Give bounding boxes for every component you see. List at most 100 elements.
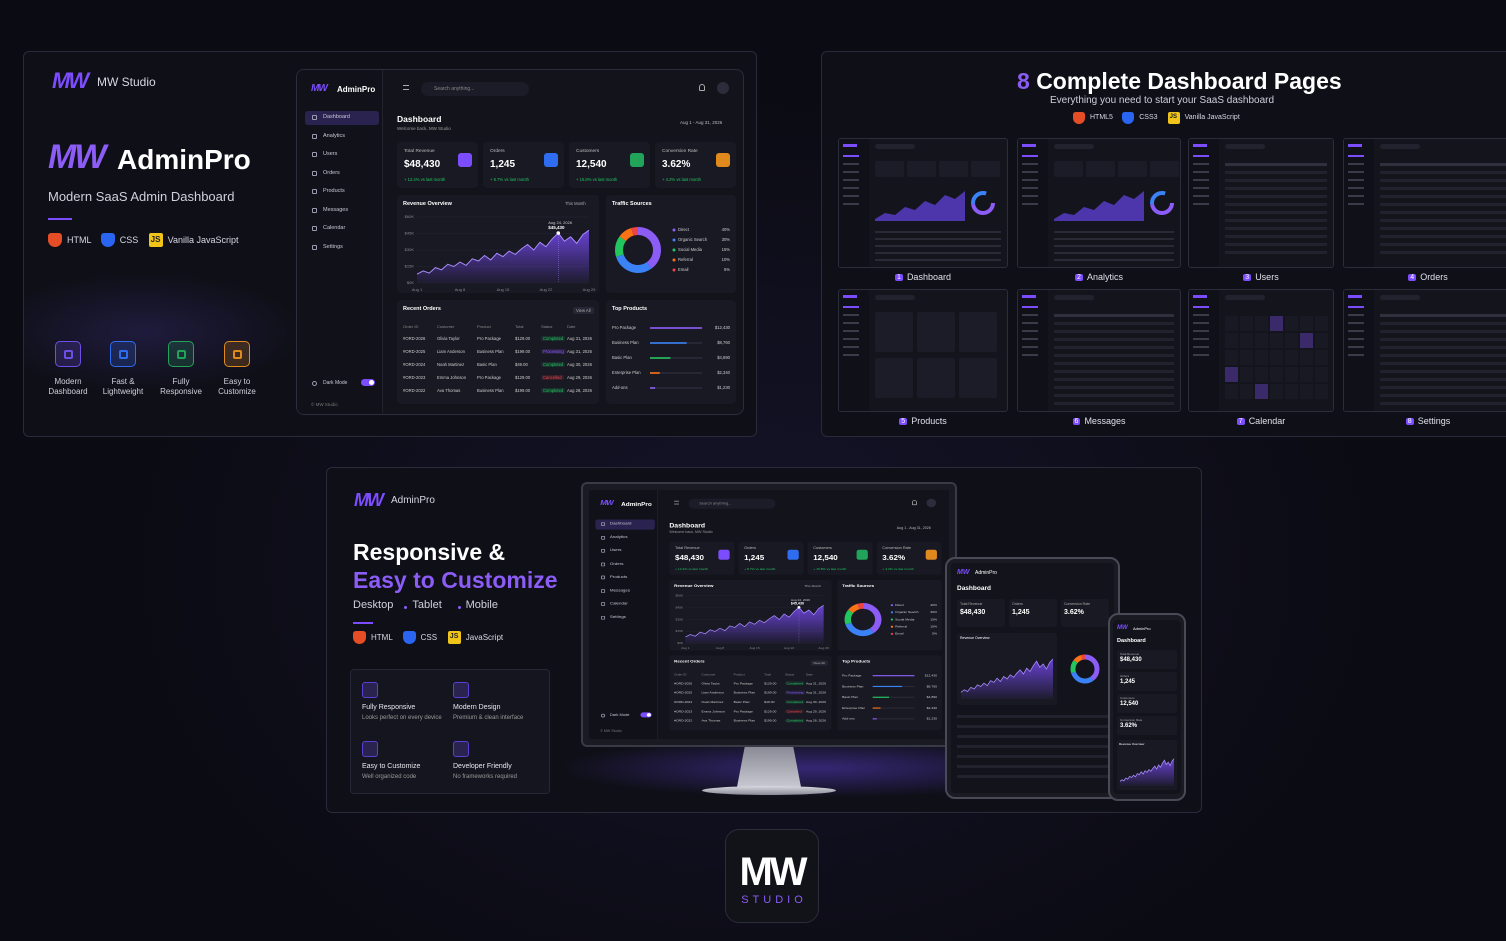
- thumb-logo: [1022, 144, 1036, 147]
- thumb-day: [1225, 333, 1238, 348]
- thumb-nav: [1193, 203, 1209, 205]
- legend-label: Email: [895, 632, 904, 636]
- view-all[interactable]: View All: [810, 660, 828, 666]
- thumb-row: [1380, 370, 1506, 373]
- feature-icon: [362, 682, 378, 698]
- tablet-revenue-chart: [960, 658, 1054, 699]
- thumb-row: [1054, 354, 1174, 357]
- search-box[interactable]: Search anything...: [688, 498, 776, 509]
- thumb-nav: [1348, 314, 1364, 316]
- thumb-area: [1054, 191, 1144, 221]
- feature-glyph: [233, 350, 242, 359]
- nav-item[interactable]: Analytics: [609, 534, 628, 540]
- period-select[interactable]: This Month: [565, 201, 586, 206]
- divider: [48, 218, 72, 220]
- resp-heading-1: Responsive &: [353, 539, 506, 565]
- order-cell: Basic Plan: [477, 362, 497, 367]
- thumb-day: [1255, 384, 1268, 399]
- thumb-row: [1380, 402, 1506, 405]
- order-cell: $199.00: [764, 718, 777, 723]
- thumb-row: [1380, 378, 1506, 381]
- order-cell: Aug 31, 2026: [805, 690, 826, 695]
- nav-item[interactable]: Settings: [323, 243, 343, 250]
- order-cell: Completed: [541, 388, 566, 393]
- page-number: 1: [895, 273, 903, 281]
- monitor-base: [702, 786, 836, 795]
- tagline: Modern SaaS Admin Dashboard: [48, 189, 235, 204]
- resp-app: AdminPro: [391, 495, 435, 506]
- thumb-day: [1315, 333, 1328, 348]
- order-cell: Pro Package: [733, 681, 753, 686]
- search-placeholder[interactable]: Search anything...: [434, 86, 475, 92]
- product-label: Business Plan: [842, 684, 864, 688]
- nav-item[interactable]: Calendar: [609, 601, 628, 606]
- thumb-nav: [843, 322, 859, 324]
- studio-name: MW Studio: [97, 75, 156, 89]
- nav-item[interactable]: Calendar: [323, 225, 346, 231]
- legend-value: 15%: [930, 618, 937, 622]
- tablet-row: [957, 735, 1108, 738]
- nav-item[interactable]: Products: [609, 574, 628, 580]
- search-box[interactable]: Search anything...: [421, 82, 529, 96]
- tablet-row: [957, 725, 1108, 728]
- thumb-nav: [1348, 195, 1364, 197]
- donut-slice: [615, 227, 661, 273]
- y-tick-label: $15K: [676, 629, 684, 633]
- tablet-stat-label: Total Revenue: [960, 602, 983, 606]
- search-placeholder[interactable]: Search anything...: [699, 501, 732, 506]
- x-tick-label: Aug 8: [455, 287, 466, 292]
- tooltip-point: [556, 231, 561, 235]
- legend-dot: [890, 604, 894, 607]
- tech-icon: [353, 631, 366, 644]
- order-cell: #ORD-2022: [403, 388, 426, 393]
- product-value: $12,430: [925, 674, 937, 678]
- dark-mode[interactable]: Dark Mode: [609, 713, 630, 718]
- page-label: 3 Users: [1188, 271, 1334, 283]
- thumb-nav: [1193, 155, 1209, 157]
- app-logo: MW: [600, 499, 613, 508]
- legend-label: Direct: [678, 227, 690, 232]
- nav-item[interactable]: Orders: [323, 169, 340, 176]
- tooltip-point: [797, 606, 801, 609]
- nav-item[interactable]: Messages: [609, 588, 631, 593]
- thumb-area: [875, 191, 965, 221]
- nav-item[interactable]: Orders: [609, 561, 624, 566]
- nav-item[interactable]: Products: [323, 188, 345, 194]
- feature-label: Easy to Customize: [218, 377, 256, 396]
- stat-label: Customers: [576, 149, 600, 154]
- date-range: Aug 1 - Aug 31, 2026: [896, 525, 931, 530]
- thumb-row: [1380, 195, 1506, 198]
- thumb-day: [1300, 384, 1313, 399]
- tech-icon: JS: [148, 233, 163, 247]
- nav-item[interactable]: Users: [609, 548, 622, 553]
- nav-item[interactable]: Settings: [609, 614, 626, 620]
- period-select[interactable]: This Month: [804, 584, 822, 588]
- dark-mode[interactable]: Dark Mode: [323, 380, 348, 386]
- nav-item[interactable]: Messages: [323, 206, 349, 213]
- view-all[interactable]: View All: [573, 307, 594, 314]
- phone-stat: Total Revenue $48,430: [1117, 650, 1177, 669]
- order-cell: Aug 31, 2026: [567, 336, 592, 341]
- nav-active: [305, 111, 379, 125]
- thumb-logo: [843, 144, 857, 147]
- legend-dot: [890, 632, 894, 636]
- nav-item[interactable]: Dashboard: [609, 521, 632, 526]
- thumb-nav: [1348, 203, 1364, 205]
- order-cell: Business Plan: [733, 718, 755, 723]
- legend-value: 40%: [722, 227, 731, 232]
- phone-stat-value: 3.62%: [1120, 723, 1138, 729]
- nav-item[interactable]: Users: [323, 151, 338, 157]
- order-cell: $199.00: [515, 388, 531, 393]
- x-tick-label: Aug 29: [583, 287, 596, 292]
- nav-item[interactable]: Dashboard: [323, 114, 350, 120]
- bar-track: [650, 372, 702, 374]
- thumb-nav: [1348, 306, 1364, 308]
- nav-item[interactable]: Analytics: [323, 132, 346, 139]
- feature-icon: [110, 341, 136, 367]
- stat-card: Orders 1,245 + 8.7% vs last month: [483, 142, 564, 188]
- order-cell: Business Plan: [477, 349, 504, 354]
- order-cell: Liam Anderson: [701, 690, 724, 695]
- product-bar: [650, 387, 656, 389]
- js-badge: JS: [1169, 114, 1177, 120]
- tablet-stat: Total Revenue $48,430: [957, 599, 1005, 627]
